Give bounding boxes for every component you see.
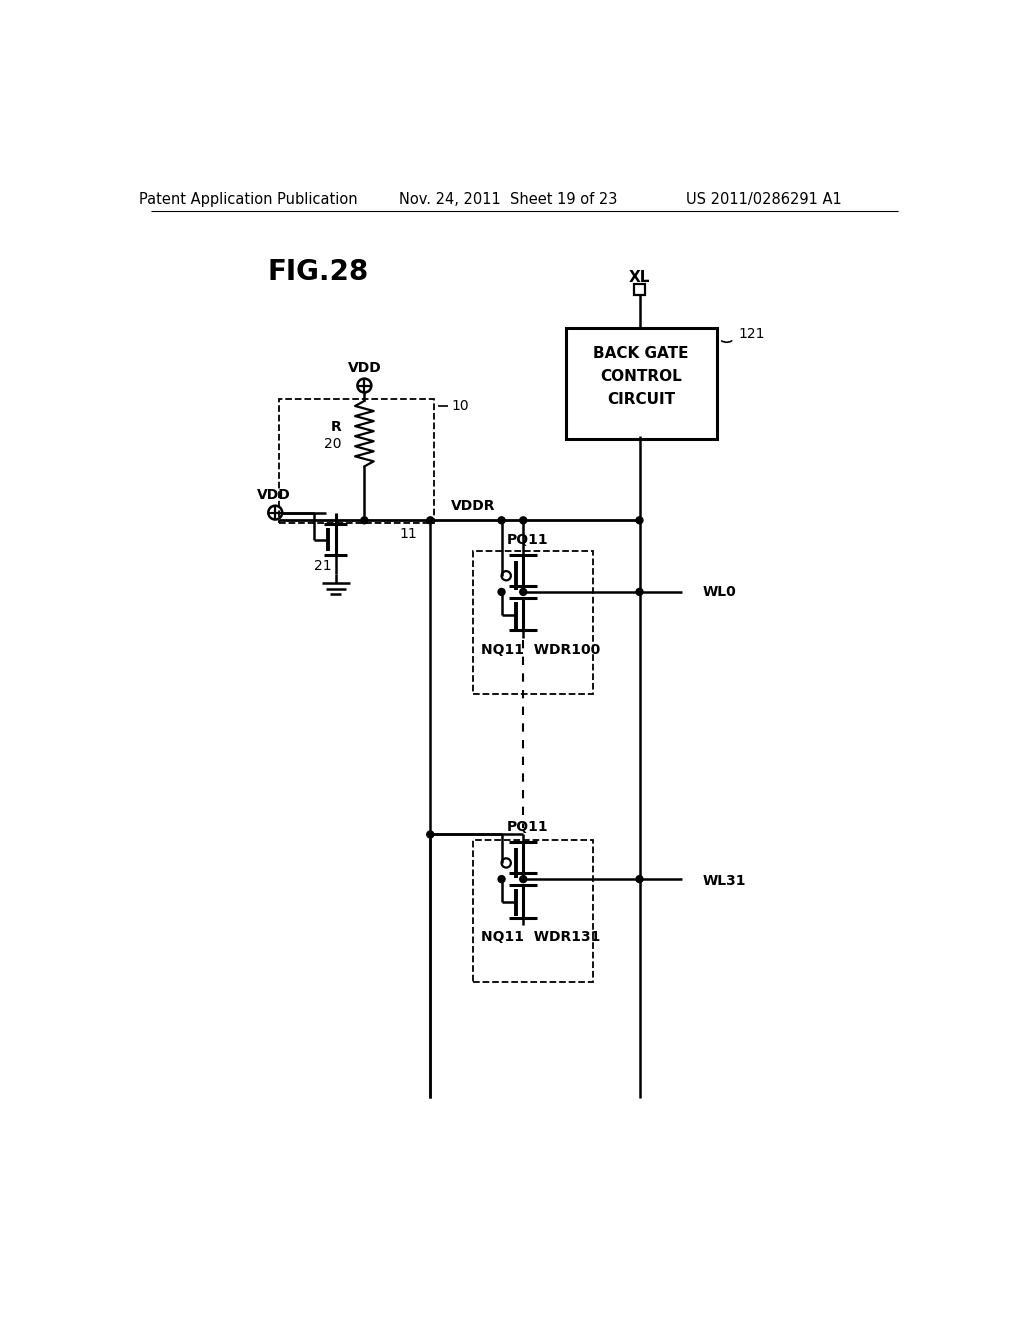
Text: PQ11: PQ11 bbox=[506, 532, 548, 546]
Bar bbox=[566, 327, 717, 440]
Circle shape bbox=[498, 875, 505, 883]
Circle shape bbox=[520, 875, 526, 883]
Circle shape bbox=[636, 589, 643, 595]
Circle shape bbox=[520, 589, 526, 595]
Text: 121: 121 bbox=[738, 327, 765, 341]
Text: Patent Application Publication: Patent Application Publication bbox=[139, 191, 357, 207]
Text: WL0: WL0 bbox=[703, 585, 737, 599]
Text: CIRCUIT: CIRCUIT bbox=[607, 392, 675, 407]
Bar bbox=[473, 552, 593, 693]
Bar bbox=[634, 284, 645, 296]
Circle shape bbox=[520, 517, 526, 524]
Text: 11: 11 bbox=[399, 527, 418, 541]
Text: FIG.28: FIG.28 bbox=[267, 259, 369, 286]
Circle shape bbox=[427, 832, 434, 838]
Text: NQ11  WDR131: NQ11 WDR131 bbox=[480, 929, 600, 944]
Text: VDD: VDD bbox=[347, 360, 381, 375]
Text: US 2011/0286291 A1: US 2011/0286291 A1 bbox=[686, 191, 842, 207]
Circle shape bbox=[498, 589, 505, 595]
Text: XL: XL bbox=[629, 271, 650, 285]
Text: VDDR: VDDR bbox=[451, 499, 496, 513]
Bar bbox=[473, 840, 593, 982]
Text: BACK GATE: BACK GATE bbox=[593, 346, 689, 360]
Text: VDD: VDD bbox=[257, 488, 291, 502]
Circle shape bbox=[636, 517, 643, 524]
Circle shape bbox=[427, 517, 434, 524]
Text: 21: 21 bbox=[314, 560, 332, 573]
Circle shape bbox=[636, 875, 643, 883]
Text: PQ11: PQ11 bbox=[506, 820, 548, 834]
Text: R: R bbox=[331, 420, 341, 434]
Bar bbox=[280, 400, 434, 523]
Circle shape bbox=[360, 517, 368, 524]
Text: CONTROL: CONTROL bbox=[600, 368, 682, 384]
Text: 10: 10 bbox=[452, 399, 469, 413]
Circle shape bbox=[498, 517, 505, 524]
Text: WL31: WL31 bbox=[703, 874, 746, 887]
Text: 20: 20 bbox=[324, 437, 341, 451]
Text: NQ11  WDR100: NQ11 WDR100 bbox=[480, 643, 600, 656]
Text: Nov. 24, 2011  Sheet 19 of 23: Nov. 24, 2011 Sheet 19 of 23 bbox=[398, 191, 616, 207]
